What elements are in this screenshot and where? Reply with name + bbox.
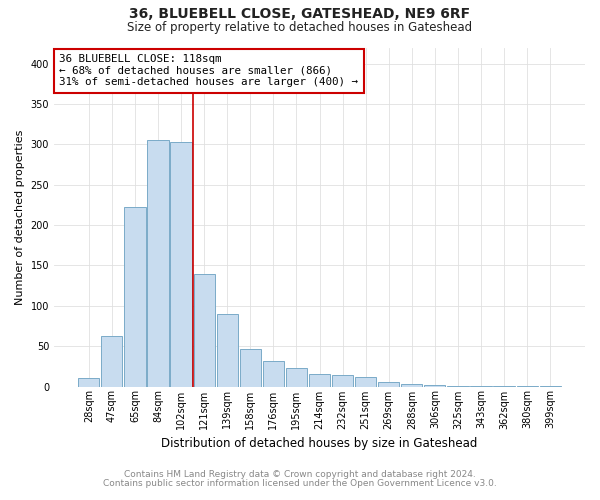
Bar — [148, 140, 169, 386]
Bar — [194, 274, 215, 386]
Bar — [263, 362, 284, 386]
Bar — [78, 378, 100, 386]
X-axis label: Distribution of detached houses by size in Gateshead: Distribution of detached houses by size … — [161, 437, 478, 450]
Text: Contains HM Land Registry data © Crown copyright and database right 2024.: Contains HM Land Registry data © Crown c… — [124, 470, 476, 479]
Bar — [286, 368, 307, 386]
Bar — [170, 142, 191, 386]
Bar — [309, 374, 330, 386]
Bar — [355, 377, 376, 386]
Bar — [101, 336, 122, 386]
Bar — [239, 350, 261, 387]
Text: Contains public sector information licensed under the Open Government Licence v3: Contains public sector information licen… — [103, 478, 497, 488]
Bar — [424, 385, 445, 386]
Bar — [378, 382, 400, 386]
Y-axis label: Number of detached properties: Number of detached properties — [15, 130, 25, 304]
Bar — [332, 375, 353, 386]
Text: Size of property relative to detached houses in Gateshead: Size of property relative to detached ho… — [127, 21, 473, 34]
Text: 36 BLUEBELL CLOSE: 118sqm
← 68% of detached houses are smaller (866)
31% of semi: 36 BLUEBELL CLOSE: 118sqm ← 68% of detac… — [59, 54, 358, 88]
Bar — [217, 314, 238, 386]
Text: 36, BLUEBELL CLOSE, GATESHEAD, NE9 6RF: 36, BLUEBELL CLOSE, GATESHEAD, NE9 6RF — [130, 8, 470, 22]
Bar — [401, 384, 422, 386]
Bar — [124, 208, 146, 386]
